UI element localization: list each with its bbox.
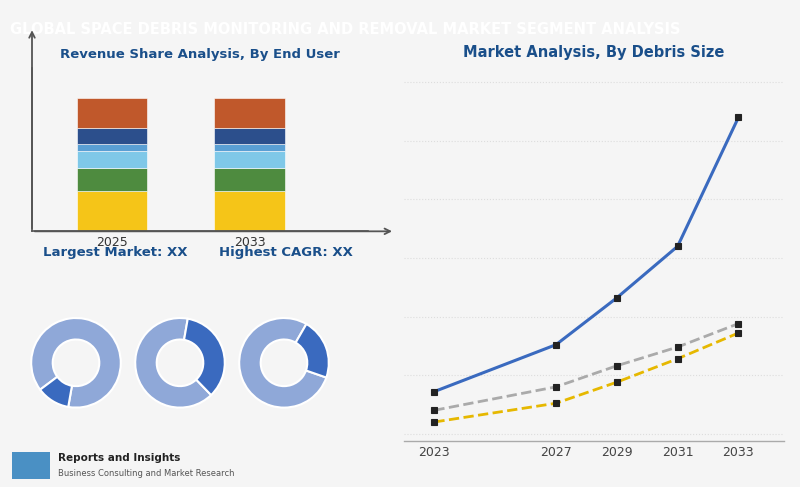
Bar <box>77 191 147 231</box>
Wedge shape <box>239 318 326 408</box>
Wedge shape <box>135 318 211 408</box>
Bar <box>77 97 147 129</box>
Bar <box>214 169 285 191</box>
Bar <box>214 129 285 145</box>
FancyBboxPatch shape <box>12 452 50 479</box>
Bar <box>77 145 147 151</box>
Text: Highest CAGR: XX: Highest CAGR: XX <box>218 246 353 259</box>
Text: Business Consulting and Market Research: Business Consulting and Market Research <box>58 469 234 478</box>
Bar <box>214 145 285 151</box>
Bar <box>214 97 285 129</box>
Bar <box>77 129 147 145</box>
Wedge shape <box>40 377 72 407</box>
Wedge shape <box>296 324 329 377</box>
Title: Revenue Share Analysis, By End User: Revenue Share Analysis, By End User <box>60 49 340 61</box>
Wedge shape <box>31 318 121 408</box>
Bar <box>214 191 285 231</box>
Wedge shape <box>184 318 225 395</box>
Text: Reports and Insights: Reports and Insights <box>58 453 180 463</box>
Bar <box>77 169 147 191</box>
Title: Market Analysis, By Debris Size: Market Analysis, By Debris Size <box>463 45 725 60</box>
Bar <box>214 151 285 169</box>
Bar <box>77 151 147 169</box>
Text: GLOBAL SPACE DEBRIS MONITORING AND REMOVAL MARKET SEGMENT ANALYSIS: GLOBAL SPACE DEBRIS MONITORING AND REMOV… <box>10 21 680 37</box>
Text: Largest Market: XX: Largest Market: XX <box>42 246 187 259</box>
